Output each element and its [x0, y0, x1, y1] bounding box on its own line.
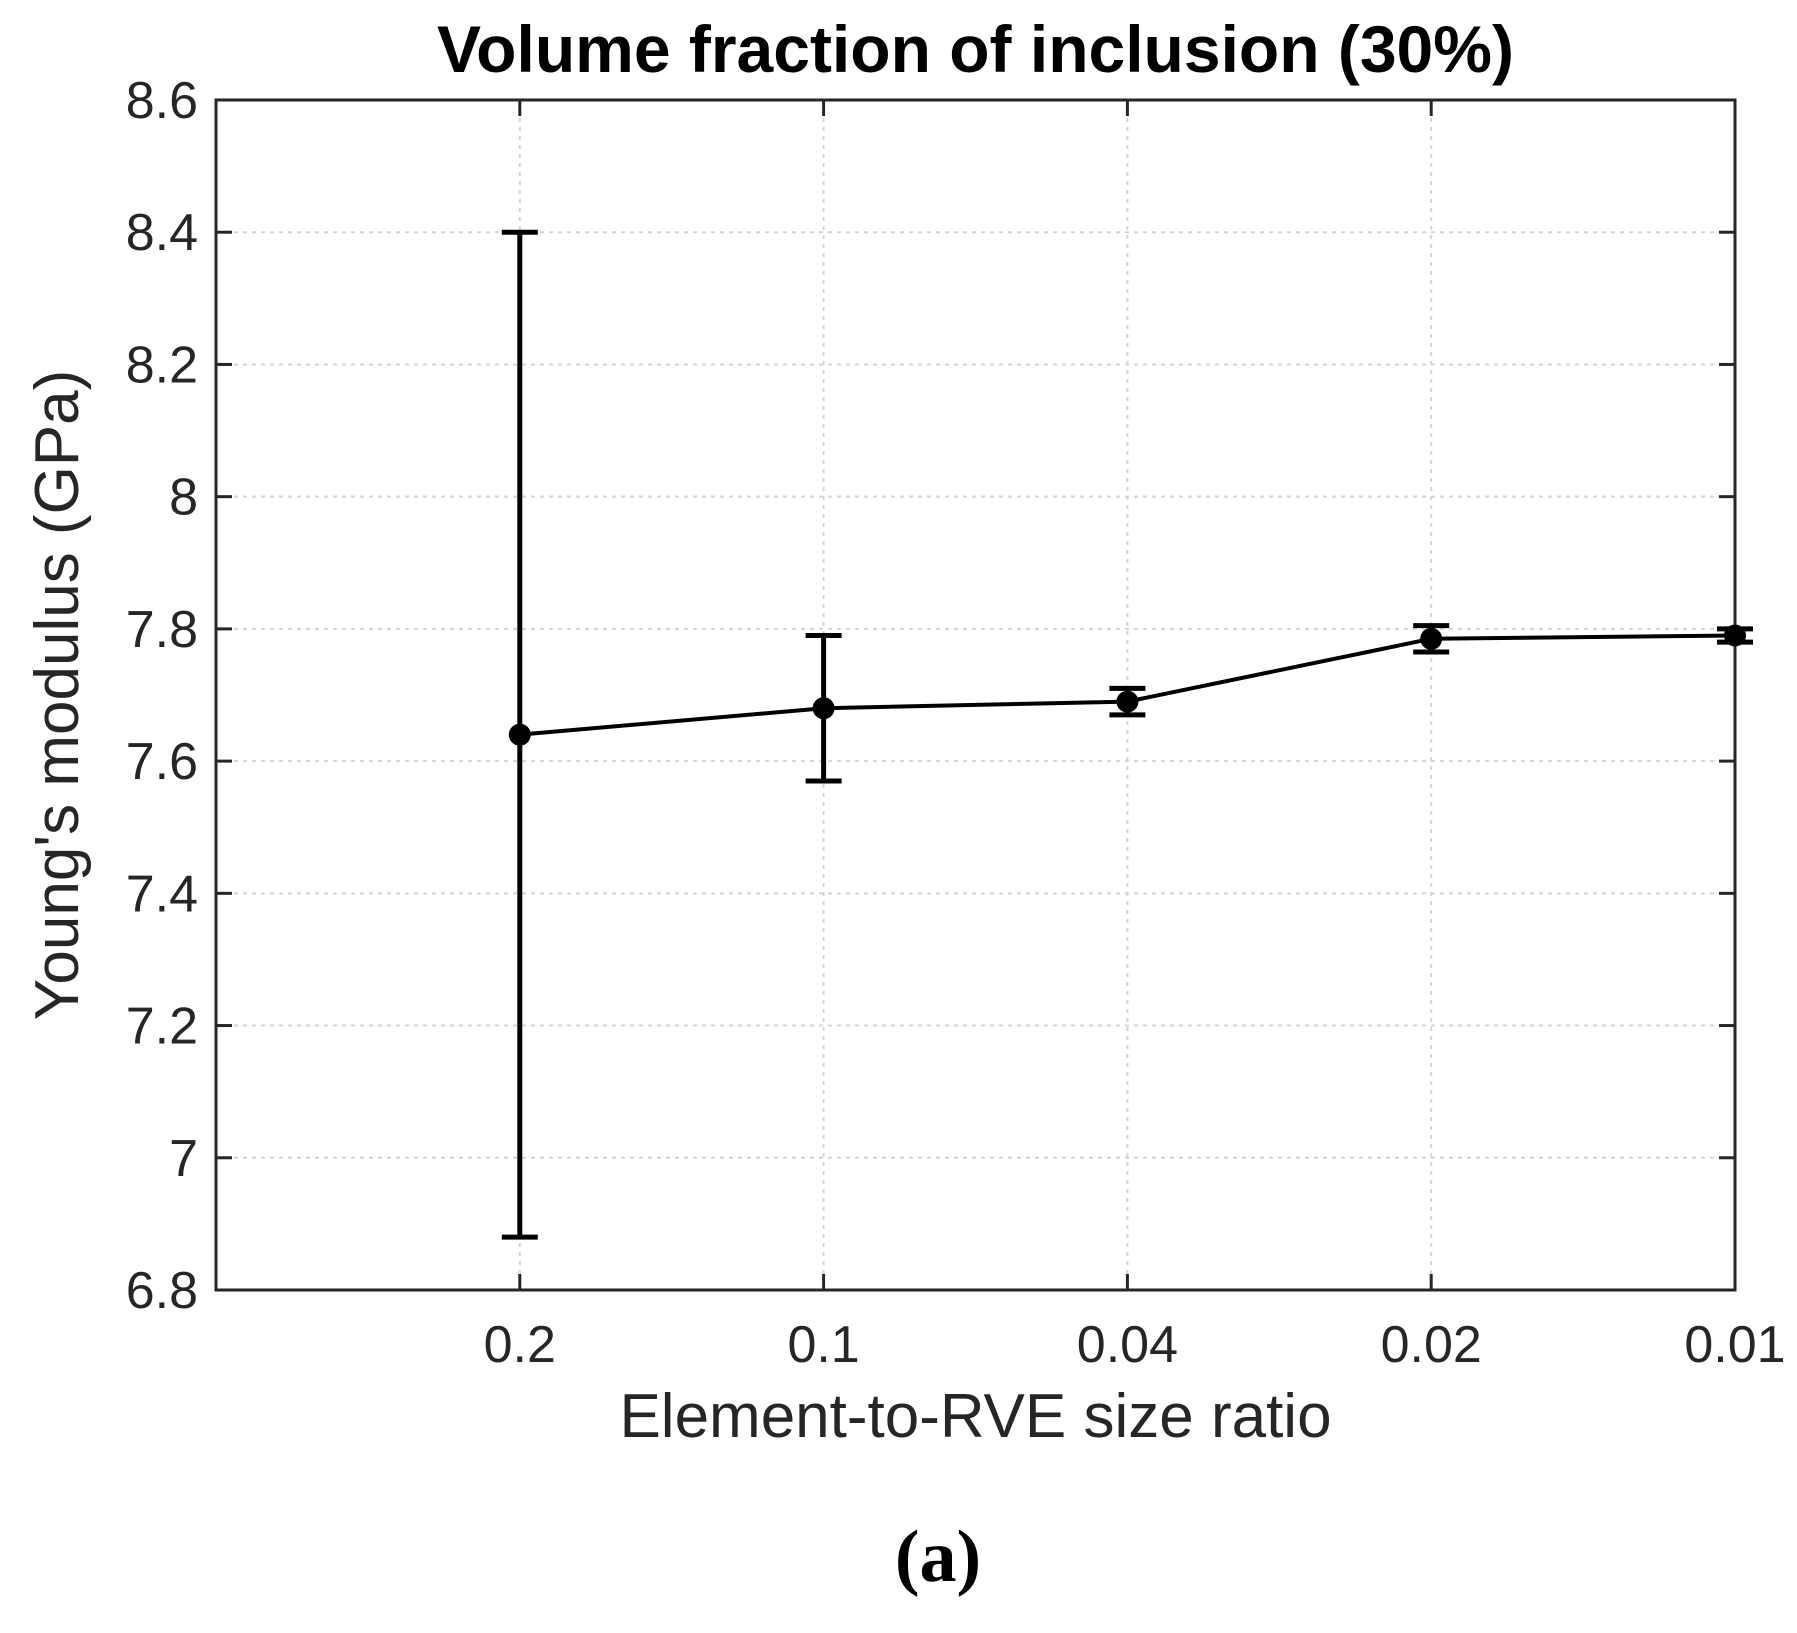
x-tick-label: 0.01: [1684, 1316, 1785, 1374]
x-tick-label: 0.02: [1381, 1316, 1482, 1374]
y-tick-label: 6.8: [126, 1262, 198, 1320]
x-tick-label: 0.04: [1077, 1316, 1178, 1374]
y-tick-label: 7.2: [126, 998, 198, 1056]
figure-caption: (a): [894, 1516, 982, 1598]
x-tick-label: 0.1: [787, 1316, 859, 1374]
y-tick-label: 7.8: [126, 601, 198, 659]
y-tick-label: 7.6: [126, 733, 198, 791]
y-tick-label: 8.2: [126, 336, 198, 394]
chart-title: Volume fraction of inclusion (30%): [437, 12, 1514, 86]
y-tick-label: 7: [169, 1130, 198, 1188]
data-point-marker: [1420, 627, 1443, 650]
data-point-marker: [1724, 624, 1746, 647]
x-tick-label: 0.2: [484, 1316, 556, 1374]
y-tick-label: 8.6: [126, 72, 198, 130]
y-tick-label: 7.4: [126, 865, 198, 923]
data-point-marker: [1116, 690, 1139, 713]
data-point-marker: [508, 723, 531, 746]
axis-box: [214, 98, 1737, 1292]
y-tick-label: 8: [169, 469, 198, 527]
y-tick-label: 8.4: [126, 204, 198, 262]
x-axis-label: Element-to-RVE size ratio: [619, 1382, 1332, 1451]
data-point-marker: [812, 697, 835, 720]
